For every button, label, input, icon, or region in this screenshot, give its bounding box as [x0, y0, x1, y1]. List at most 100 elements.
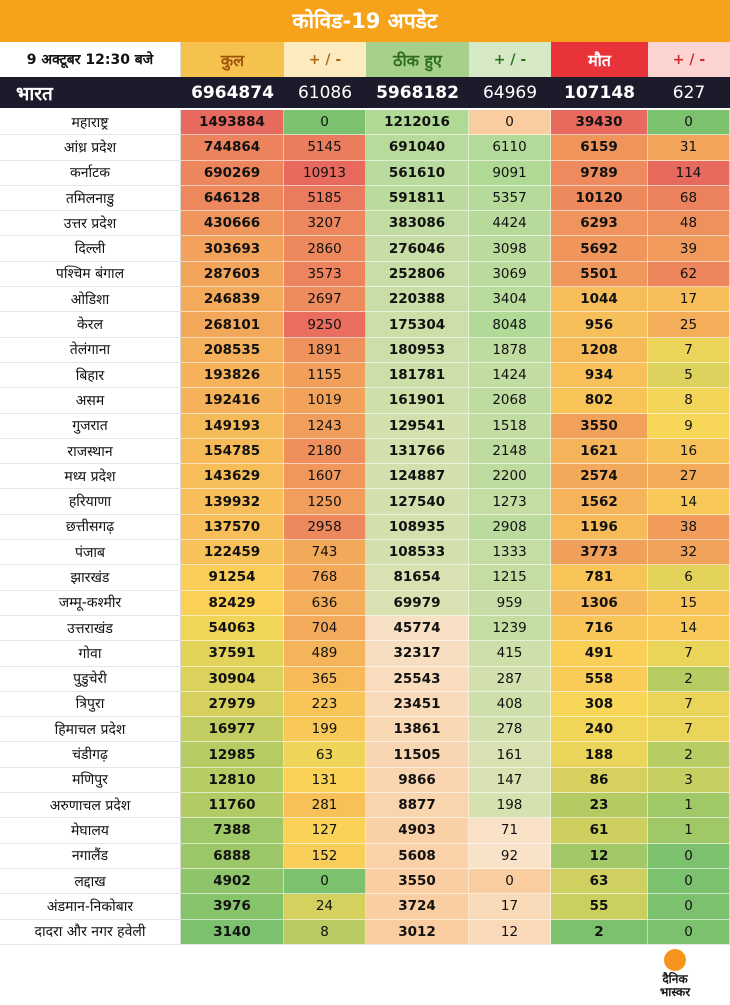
state-name: लद्दाख — [0, 868, 181, 895]
total-cases: 139932 — [181, 489, 284, 515]
recovered-delta: 1215 — [469, 565, 551, 591]
deaths-delta: 32 — [648, 540, 730, 566]
deaths-delta: 8 — [648, 388, 730, 414]
table-row: उत्तराखंड 54063 704 45774 1239 716 14 — [0, 615, 730, 642]
deaths: 802 — [551, 388, 648, 414]
recovered: 591811 — [366, 185, 469, 212]
deaths-delta: 48 — [648, 211, 730, 237]
deaths: 9789 — [551, 160, 648, 186]
table-row: झारखंड 91254 768 81654 1215 781 6 — [0, 565, 730, 591]
deaths-delta: 114 — [648, 160, 730, 186]
total-delta: 281 — [284, 793, 366, 819]
recovered: 161901 — [366, 388, 469, 414]
recovered: 3550 — [366, 868, 469, 895]
recovered-delta: 147 — [469, 767, 551, 794]
table-row: असम 192416 1019 161901 2068 802 8 — [0, 388, 730, 414]
recovered-delta: 1878 — [469, 337, 551, 363]
total-delta: 63 — [284, 742, 366, 768]
table-row: बिहार 193826 1155 181781 1424 934 5 — [0, 362, 730, 389]
total-delta: 489 — [284, 641, 366, 667]
total-delta: 1607 — [284, 464, 366, 490]
recovered: 129541 — [366, 413, 469, 439]
total-delta: 365 — [284, 666, 366, 692]
total-cases: 12810 — [181, 767, 284, 794]
total-delta: 9250 — [284, 312, 366, 338]
recovered-delta: 278 — [469, 717, 551, 743]
total-cases: 91254 — [181, 565, 284, 591]
total-cases: 149193 — [181, 413, 284, 439]
total-cases: 122459 — [181, 540, 284, 566]
table-row: चंडीगढ़ 12985 63 11505 161 188 2 — [0, 742, 730, 768]
recovered-delta: 92 — [469, 843, 551, 869]
total-cases: 287603 — [181, 261, 284, 288]
india-recovered: 5968182 — [376, 82, 459, 103]
recovered: 11505 — [366, 742, 469, 768]
recovered: 9866 — [366, 767, 469, 794]
deaths-delta: 6 — [648, 565, 730, 591]
recovered: 45774 — [366, 615, 469, 642]
deaths: 86 — [551, 767, 648, 794]
state-name: मेघालय — [0, 818, 181, 844]
recovered-delta: 4424 — [469, 211, 551, 237]
recovered: 13861 — [366, 717, 469, 743]
table-row: मणिपुर 12810 131 9866 147 86 3 — [0, 767, 730, 794]
total-delta: 223 — [284, 691, 366, 718]
recovered-delta: 17 — [469, 894, 551, 920]
deaths-delta: 7 — [648, 717, 730, 743]
deaths-delta: 7 — [648, 691, 730, 718]
recovered-delta: 2068 — [469, 388, 551, 414]
deaths: 2574 — [551, 464, 648, 490]
state-name: पश्चिम बंगाल — [0, 261, 181, 288]
deaths-delta: 1 — [648, 818, 730, 844]
recovered: 127540 — [366, 489, 469, 515]
recovered: 3012 — [366, 919, 469, 945]
deaths: 1621 — [551, 438, 648, 465]
recovered-delta: 6110 — [469, 135, 551, 161]
deaths: 1196 — [551, 514, 648, 541]
total-delta: 10913 — [284, 160, 366, 186]
recovered: 32317 — [366, 641, 469, 667]
state-name: महाराष्ट्र — [0, 110, 181, 136]
table-row: कर्नाटक 690269 10913 561610 9091 9789 114 — [0, 160, 730, 186]
state-name: बिहार — [0, 362, 181, 389]
total-delta: 3573 — [284, 261, 366, 288]
table-row: त्रिपुरा 27979 223 23451 408 308 7 — [0, 691, 730, 718]
deaths-delta: 0 — [648, 110, 730, 136]
total-cases: 7388 — [181, 818, 284, 844]
recovered-delta: 3098 — [469, 236, 551, 262]
footer-area — [0, 944, 730, 1005]
deaths: 6159 — [551, 135, 648, 161]
deaths: 6293 — [551, 211, 648, 237]
recovered: 3724 — [366, 894, 469, 920]
total-delta: 0 — [284, 868, 366, 895]
total-cases: 3976 — [181, 894, 284, 920]
state-name: तेलंगाना — [0, 337, 181, 363]
deaths: 716 — [551, 615, 648, 642]
total-cases: 137570 — [181, 514, 284, 541]
deaths-delta: 25 — [648, 312, 730, 338]
recovered: 181781 — [366, 362, 469, 389]
state-name: उत्तर प्रदेश — [0, 211, 181, 237]
state-name: नगालैंड — [0, 843, 181, 869]
recovered-delta: 1424 — [469, 362, 551, 389]
total-delta: 8 — [284, 919, 366, 945]
state-name: त्रिपुरा — [0, 691, 181, 718]
total-cases: 430666 — [181, 211, 284, 237]
dainik-bhaskar-logo: दैनिक भास्कर — [640, 949, 710, 1004]
deaths: 2 — [551, 919, 648, 945]
recovered: 175304 — [366, 312, 469, 338]
total-cases: 11760 — [181, 793, 284, 819]
total-delta: 1155 — [284, 362, 366, 389]
deaths: 1044 — [551, 287, 648, 313]
deaths-delta: 7 — [648, 641, 730, 667]
recovered: 276046 — [366, 236, 469, 262]
table-row: हिमाचल प्रदेश 16977 199 13861 278 240 7 — [0, 717, 730, 743]
table-row: मेघालय 7388 127 4903 71 61 1 — [0, 818, 730, 844]
total-delta: 2697 — [284, 287, 366, 313]
recovered-delta: 0 — [469, 110, 551, 136]
total-cases: 54063 — [181, 615, 284, 642]
india-deaths-delta: 627 — [672, 82, 706, 103]
deaths: 55 — [551, 894, 648, 920]
total-cases: 268101 — [181, 312, 284, 338]
